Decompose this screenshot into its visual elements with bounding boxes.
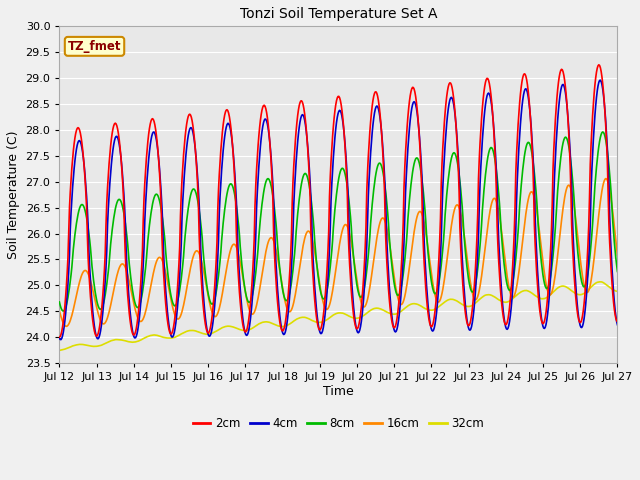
4cm <box>57 337 65 343</box>
Line: 16cm: 16cm <box>60 179 618 326</box>
2cm <box>66 204 74 210</box>
16cm <box>424 240 431 245</box>
2cm <box>180 152 188 157</box>
2cm <box>406 93 414 98</box>
32cm <box>422 306 430 312</box>
4cm <box>56 335 63 341</box>
32cm <box>180 330 188 336</box>
4cm <box>407 111 415 117</box>
Legend: 2cm, 4cm, 8cm, 16cm, 32cm: 2cm, 4cm, 8cm, 16cm, 32cm <box>188 413 489 435</box>
4cm <box>67 227 74 232</box>
8cm <box>614 269 621 275</box>
Line: 4cm: 4cm <box>60 80 618 340</box>
2cm <box>595 62 603 68</box>
Title: Tonzi Soil Temperature Set A: Tonzi Soil Temperature Set A <box>239 7 437 21</box>
32cm <box>123 338 131 344</box>
16cm <box>602 176 610 181</box>
Text: TZ_fmet: TZ_fmet <box>68 40 121 53</box>
2cm <box>56 334 63 340</box>
8cm <box>67 278 74 284</box>
4cm <box>124 277 132 283</box>
Line: 2cm: 2cm <box>60 65 618 337</box>
4cm <box>424 293 431 299</box>
16cm <box>180 299 188 304</box>
16cm <box>124 272 132 278</box>
32cm <box>56 348 63 353</box>
16cm <box>407 252 415 258</box>
32cm <box>614 288 621 294</box>
16cm <box>210 313 218 319</box>
32cm <box>209 330 217 336</box>
8cm <box>180 242 188 248</box>
32cm <box>406 301 414 307</box>
16cm <box>56 308 63 313</box>
2cm <box>209 304 217 310</box>
4cm <box>210 312 218 317</box>
X-axis label: Time: Time <box>323 385 354 398</box>
8cm <box>210 299 218 305</box>
Y-axis label: Soil Temperature (C): Soil Temperature (C) <box>7 131 20 259</box>
4cm <box>180 172 188 178</box>
32cm <box>66 344 74 350</box>
8cm <box>599 129 607 135</box>
16cm <box>67 318 74 324</box>
2cm <box>422 295 430 301</box>
8cm <box>56 299 63 305</box>
8cm <box>407 181 415 187</box>
16cm <box>63 324 70 329</box>
Line: 32cm: 32cm <box>60 282 618 350</box>
8cm <box>424 241 431 247</box>
8cm <box>60 308 67 314</box>
2cm <box>123 282 131 288</box>
4cm <box>614 322 621 328</box>
Line: 8cm: 8cm <box>60 132 618 311</box>
16cm <box>614 252 621 258</box>
32cm <box>596 279 604 285</box>
2cm <box>614 319 621 324</box>
8cm <box>124 241 132 247</box>
4cm <box>596 77 604 83</box>
